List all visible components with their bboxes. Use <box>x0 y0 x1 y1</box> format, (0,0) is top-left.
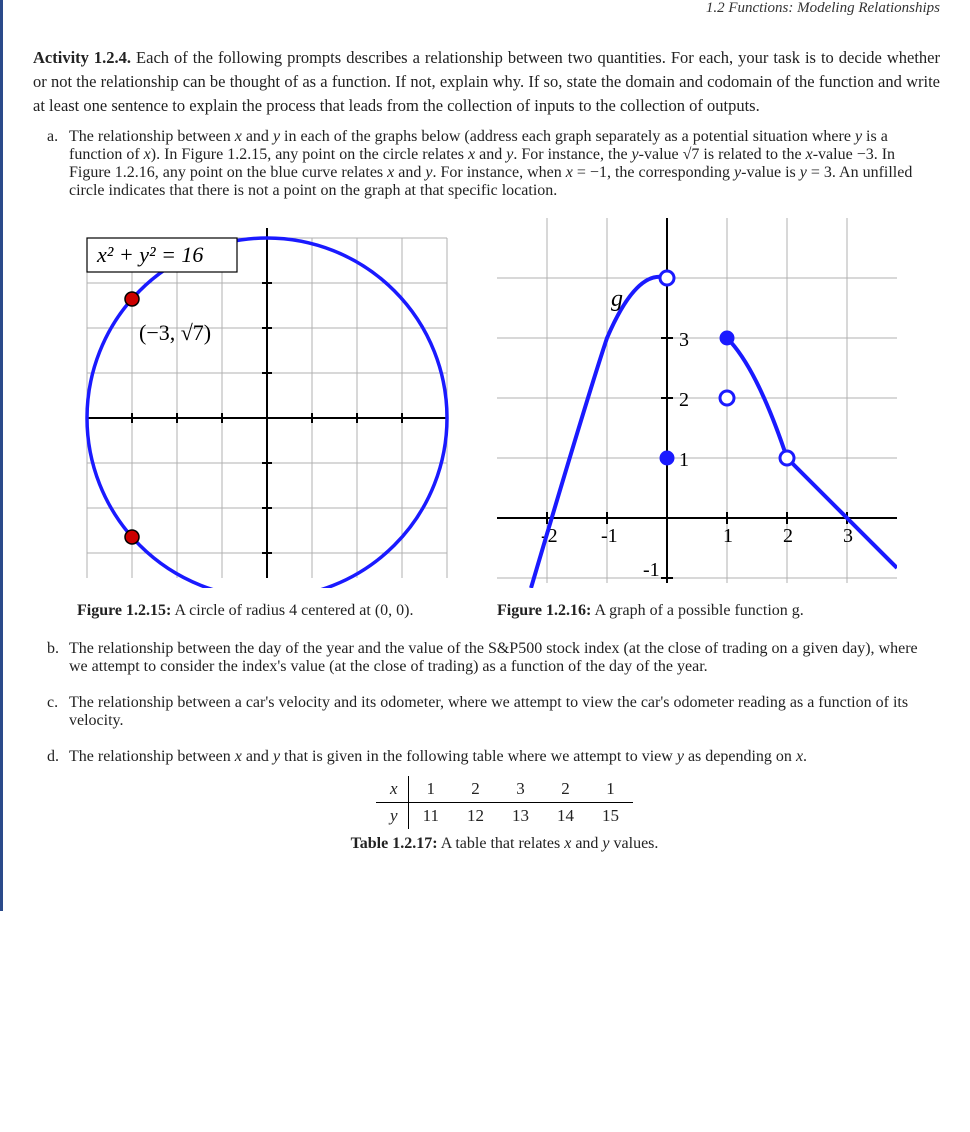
svg-text:3: 3 <box>843 525 853 547</box>
svg-text:1: 1 <box>723 525 733 547</box>
svg-text:1: 1 <box>679 449 689 471</box>
circle-plot: x² + y² = 16 (−3, √7) <box>77 218 457 588</box>
item-a-text: The relationship between x and y in each… <box>69 128 912 199</box>
activity-label: Activity 1.2.4. <box>33 48 131 67</box>
item-b-text: The relationship between the day of the … <box>69 640 918 675</box>
xy-table: x 1 2 3 2 1 y 11 12 13 14 15 <box>376 776 633 829</box>
fig16-caption: Figure 1.2.16: A graph of a possible fun… <box>497 600 897 622</box>
item-a: a. The relationship between x and y in e… <box>69 128 940 622</box>
figure-1-2-15: x² + y² = 16 (−3, √7) Figure 1.2.15: A c… <box>77 218 457 622</box>
item-c: c. The relationship between a car's velo… <box>69 694 940 730</box>
svg-text:2: 2 <box>679 389 689 411</box>
svg-text:-1: -1 <box>643 559 660 581</box>
table-row: y 11 12 13 14 15 <box>376 803 633 830</box>
page: 1.2 Functions: Modeling Relationships Ac… <box>0 0 970 911</box>
activity-intro: Activity 1.2.4. Each of the following pr… <box>33 46 940 118</box>
svg-text:2: 2 <box>783 525 793 547</box>
item-b: b. The relationship between the day of t… <box>69 640 940 676</box>
item-d-text: The relationship between x and y that is… <box>69 748 807 765</box>
point-label: (−3, √7) <box>139 320 211 345</box>
figure-1-2-16: -2-1 123 321-1 <box>497 218 897 622</box>
svg-text:-1: -1 <box>601 525 618 547</box>
marker-c: c. <box>47 694 58 712</box>
svg-text:3: 3 <box>679 329 689 351</box>
section-header: 1.2 Functions: Modeling Relationships <box>706 0 940 17</box>
marker-a: a. <box>47 128 58 146</box>
figures-row: x² + y² = 16 (−3, √7) Figure 1.2.15: A c… <box>77 218 940 622</box>
marker-d: d. <box>47 748 59 766</box>
marker-b: b. <box>47 640 59 658</box>
g-label: g <box>611 286 623 312</box>
function-g-plot: -2-1 123 321-1 <box>497 218 897 588</box>
item-d: d. The relationship between x and y that… <box>69 748 940 853</box>
activity-intro-text: Each of the following prompts describes … <box>33 48 940 115</box>
fig15-caption: Figure 1.2.15: A circle of radius 4 cent… <box>77 600 457 622</box>
table-caption: Table 1.2.17: A table that relates x and… <box>69 835 940 853</box>
table-row: x 1 2 3 2 1 <box>376 776 633 803</box>
circle-equation: x² + y² = 16 <box>96 242 203 267</box>
item-c-text: The relationship between a car's velocit… <box>69 694 908 729</box>
sub-list: a. The relationship between x and y in e… <box>33 128 940 853</box>
